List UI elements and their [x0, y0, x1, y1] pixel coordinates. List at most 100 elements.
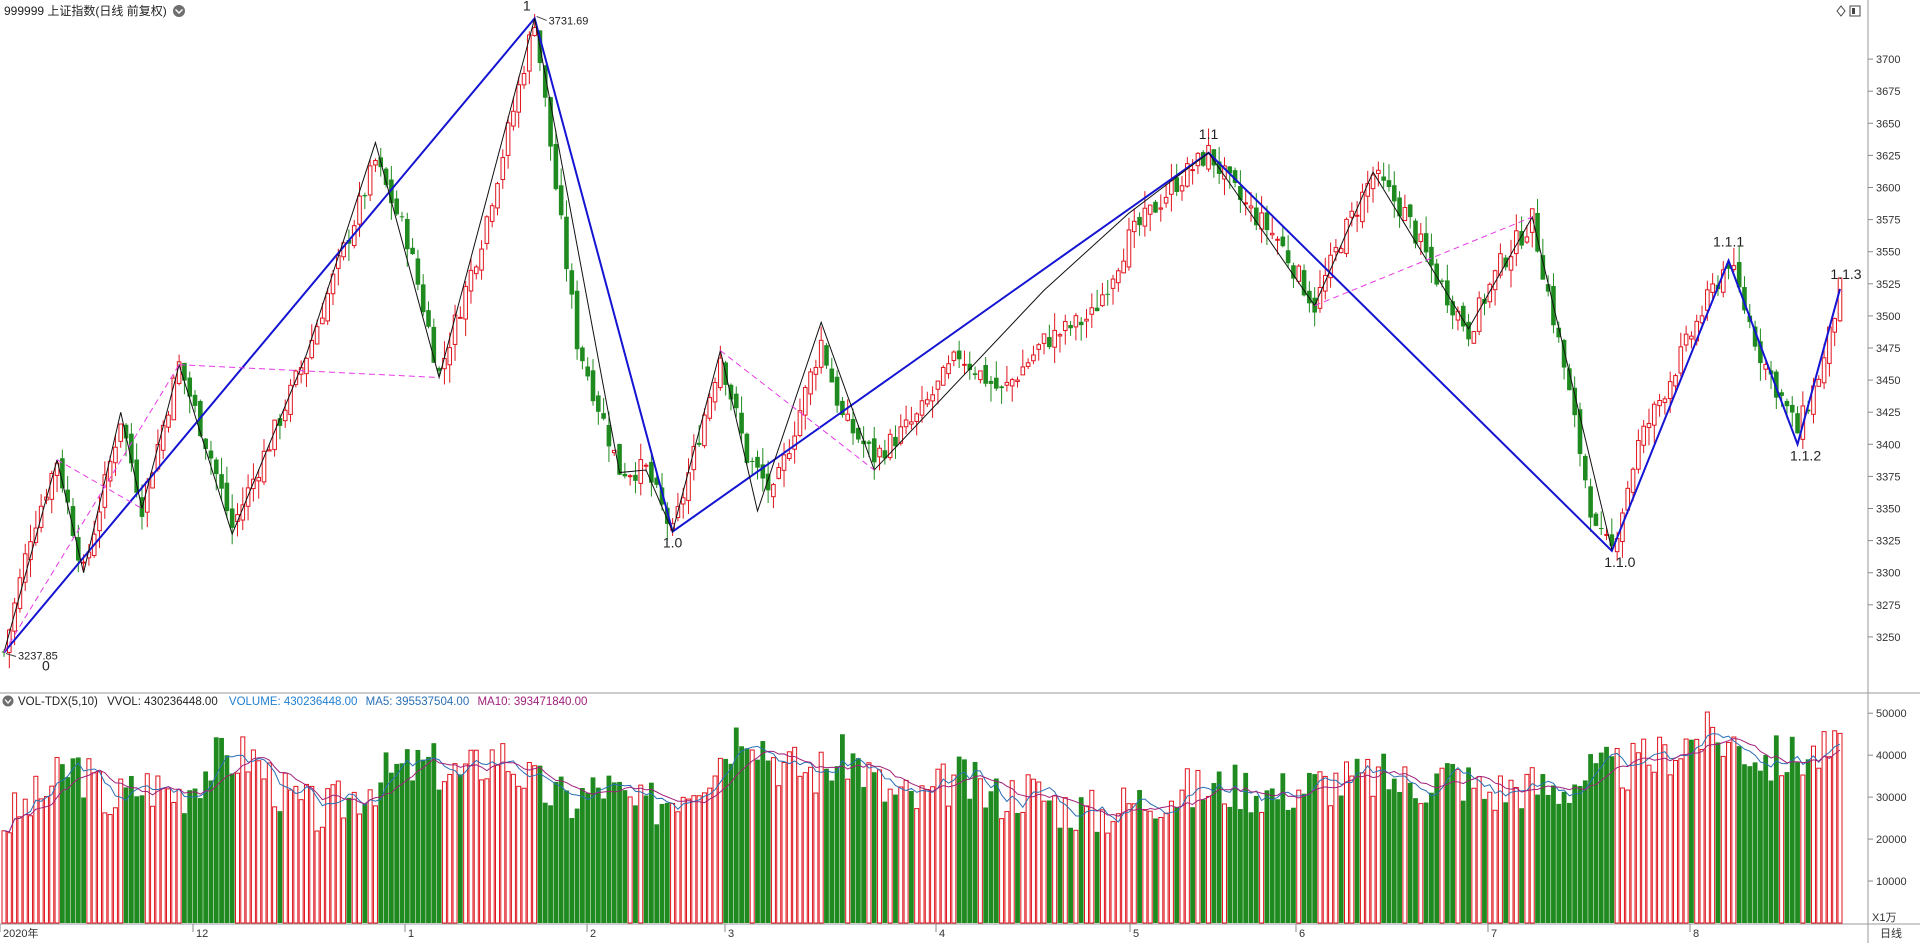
volume-bar	[1551, 785, 1556, 923]
volume-bar	[293, 785, 299, 924]
candle-body	[1689, 335, 1694, 340]
volume-bar	[1333, 772, 1339, 924]
volume-bar	[1073, 829, 1079, 924]
candle-body	[712, 382, 718, 403]
volume-bar	[1237, 809, 1243, 923]
candle-body	[489, 205, 495, 222]
candle-body	[834, 376, 840, 406]
volume-bar	[1704, 711, 1710, 924]
volume-ma10-line	[3, 738, 1841, 833]
volume-bar	[972, 761, 978, 923]
candle-body	[813, 366, 819, 375]
time-tick-label: 5	[1133, 928, 1139, 940]
title-dropdown-icon[interactable]	[173, 5, 185, 17]
volume-bar	[234, 772, 240, 924]
volume-bar	[967, 798, 973, 923]
panel-toggle-icon[interactable]	[1849, 5, 1861, 17]
candle-body	[1821, 357, 1827, 384]
volume-bar	[802, 772, 808, 924]
candle-body	[1662, 398, 1668, 403]
candle-body	[1720, 269, 1726, 293]
candle-body	[1020, 366, 1026, 376]
candle-body	[436, 367, 442, 371]
volume-bar	[988, 791, 994, 923]
channel-dash-line	[720, 350, 875, 471]
candle-body	[649, 461, 654, 483]
candle-body	[113, 446, 118, 464]
period-label[interactable]: 日线	[1880, 926, 1902, 940]
candle-body	[1158, 207, 1164, 210]
volume-bar	[219, 737, 224, 923]
candle-body	[81, 561, 86, 564]
candle-body	[505, 122, 511, 156]
price-tick-label: 3300	[1876, 568, 1900, 580]
candle-body	[1556, 327, 1562, 338]
candle-body	[150, 472, 155, 489]
price-tick-label: 3350	[1876, 504, 1900, 516]
candle-body	[1779, 392, 1784, 396]
volume-bar	[240, 736, 246, 924]
time-axis: 2020年 12 1 2 3 4 5 6 7 8 日线	[0, 924, 1902, 940]
volume-bar	[1683, 738, 1689, 924]
candle-body	[532, 27, 537, 37]
candle-body	[627, 475, 633, 478]
candle-body	[1498, 253, 1503, 276]
candle-body	[1131, 220, 1137, 233]
candle-body	[1291, 265, 1296, 279]
diamond-icon[interactable]	[1836, 5, 1846, 17]
candle-body	[304, 357, 309, 375]
volume-bar	[1434, 773, 1440, 923]
volume-bar	[611, 782, 617, 923]
volume-bar	[1020, 811, 1026, 924]
candle-body	[452, 314, 458, 345]
volume-tick-label: 50000	[1876, 708, 1907, 720]
candle-body	[1376, 169, 1381, 175]
volume-bar	[786, 751, 792, 924]
volume-bar	[38, 798, 44, 924]
volume-bar	[123, 787, 129, 923]
candle-body	[282, 409, 288, 422]
volume-bar	[1142, 809, 1148, 924]
volume-bar	[1614, 748, 1620, 924]
candle-body	[309, 339, 315, 359]
candle-body	[1269, 232, 1275, 236]
volume-bar	[654, 824, 660, 923]
volume-bar	[617, 781, 622, 923]
candle-body	[1031, 354, 1036, 362]
volume-bar	[1312, 774, 1318, 923]
pivot-label: 1.1.1	[1713, 234, 1744, 250]
candle-body	[208, 450, 214, 459]
candle-body	[553, 143, 559, 190]
volume-bar	[1402, 766, 1408, 924]
volume-bar	[65, 777, 71, 923]
candle-body	[978, 370, 983, 381]
candle-body	[160, 424, 166, 451]
candle-body	[1577, 409, 1583, 454]
volume-bar	[1105, 832, 1111, 924]
candle-body	[1100, 294, 1105, 307]
candle-body	[463, 285, 468, 320]
volume-tick-label: 20000	[1876, 834, 1907, 846]
time-tick-label: 1	[408, 928, 414, 940]
candle-body	[261, 450, 267, 483]
candle-body	[1567, 368, 1572, 391]
volume-bar	[1121, 787, 1127, 924]
volume-bar	[404, 749, 410, 923]
volume-collapse-icon[interactable]	[2, 695, 14, 707]
volume-ma-layer	[3, 733, 1841, 833]
volume-bar	[521, 787, 527, 924]
volume-bar	[871, 772, 877, 923]
volume-bar	[574, 808, 580, 923]
candle-body	[654, 477, 659, 485]
candle-body	[930, 394, 935, 402]
volume-bar	[956, 756, 962, 923]
volume-bar	[1381, 753, 1387, 923]
volume-bar	[993, 778, 999, 923]
candle-body	[622, 473, 628, 477]
candle-body	[1354, 214, 1360, 217]
volume-bar	[335, 780, 341, 924]
volume-bar	[1810, 745, 1816, 924]
candle-body	[564, 216, 569, 270]
volume-bar	[935, 768, 941, 924]
volume-bar	[420, 759, 426, 923]
